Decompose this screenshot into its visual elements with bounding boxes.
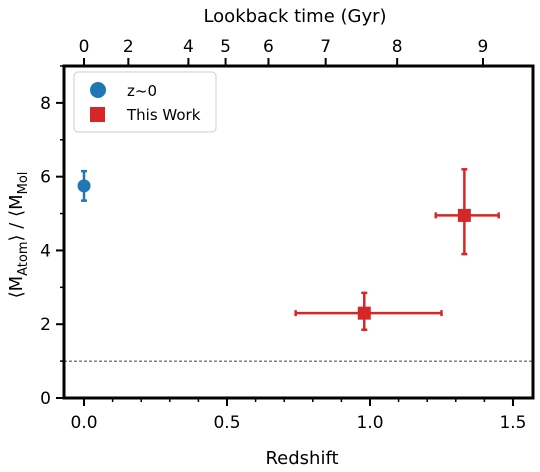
data-point-square [357,306,371,320]
axes-frame [62,64,535,400]
top-tick-label: 5 [220,37,231,57]
data-point-square [457,208,471,222]
y-tick-label: 2 [40,315,51,335]
legend-marker-this-work [90,107,105,122]
y-axis-title-sub-2: Mol [16,172,31,195]
legend-label-this-work: This Work [126,106,201,124]
y-tick-label: 8 [40,94,51,114]
plot-area: 0.0 0.5 1.0 1.5 0 2 4 6 8 0 2 4 5 6 7 8 9 [40,37,535,433]
data-point-circle [77,179,91,193]
y-axis-title-part-1: ⟨M [6,276,27,299]
y-axis-title-part-2: ⟩ / ⟨M [6,194,27,241]
x-tick-label: 0.0 [70,413,97,433]
x-tick-label: 1.5 [499,413,526,433]
y-tick-label: 0 [40,389,51,409]
x-tick-label: 1.0 [356,413,383,433]
legend-marker-z0 [90,82,106,98]
top-tick-label: 9 [478,37,489,57]
top-tick-label: 4 [183,37,194,57]
legend: z~0 This Work [73,71,217,133]
y-tick-label: 6 [40,168,51,188]
y-axis-title-sub-1: Atom [16,241,31,275]
y-axis-title: ⟨MAtom⟩ / ⟨MMol [6,172,31,299]
top-tick-label: 8 [392,37,403,57]
top-axis-title: Lookback time (Gyr) [203,6,386,27]
y-tick-label: 4 [40,241,51,261]
legend-frame [73,71,217,133]
legend-label-z0: z~0 [127,82,157,100]
top-tick-label: 6 [263,37,274,57]
x-tick-label: 0.5 [213,413,240,433]
x-axis-title: Redshift [265,448,338,469]
top-tick-label: 7 [320,37,331,57]
top-tick-label: 2 [123,37,134,57]
top-tick-label: 0 [79,37,90,57]
